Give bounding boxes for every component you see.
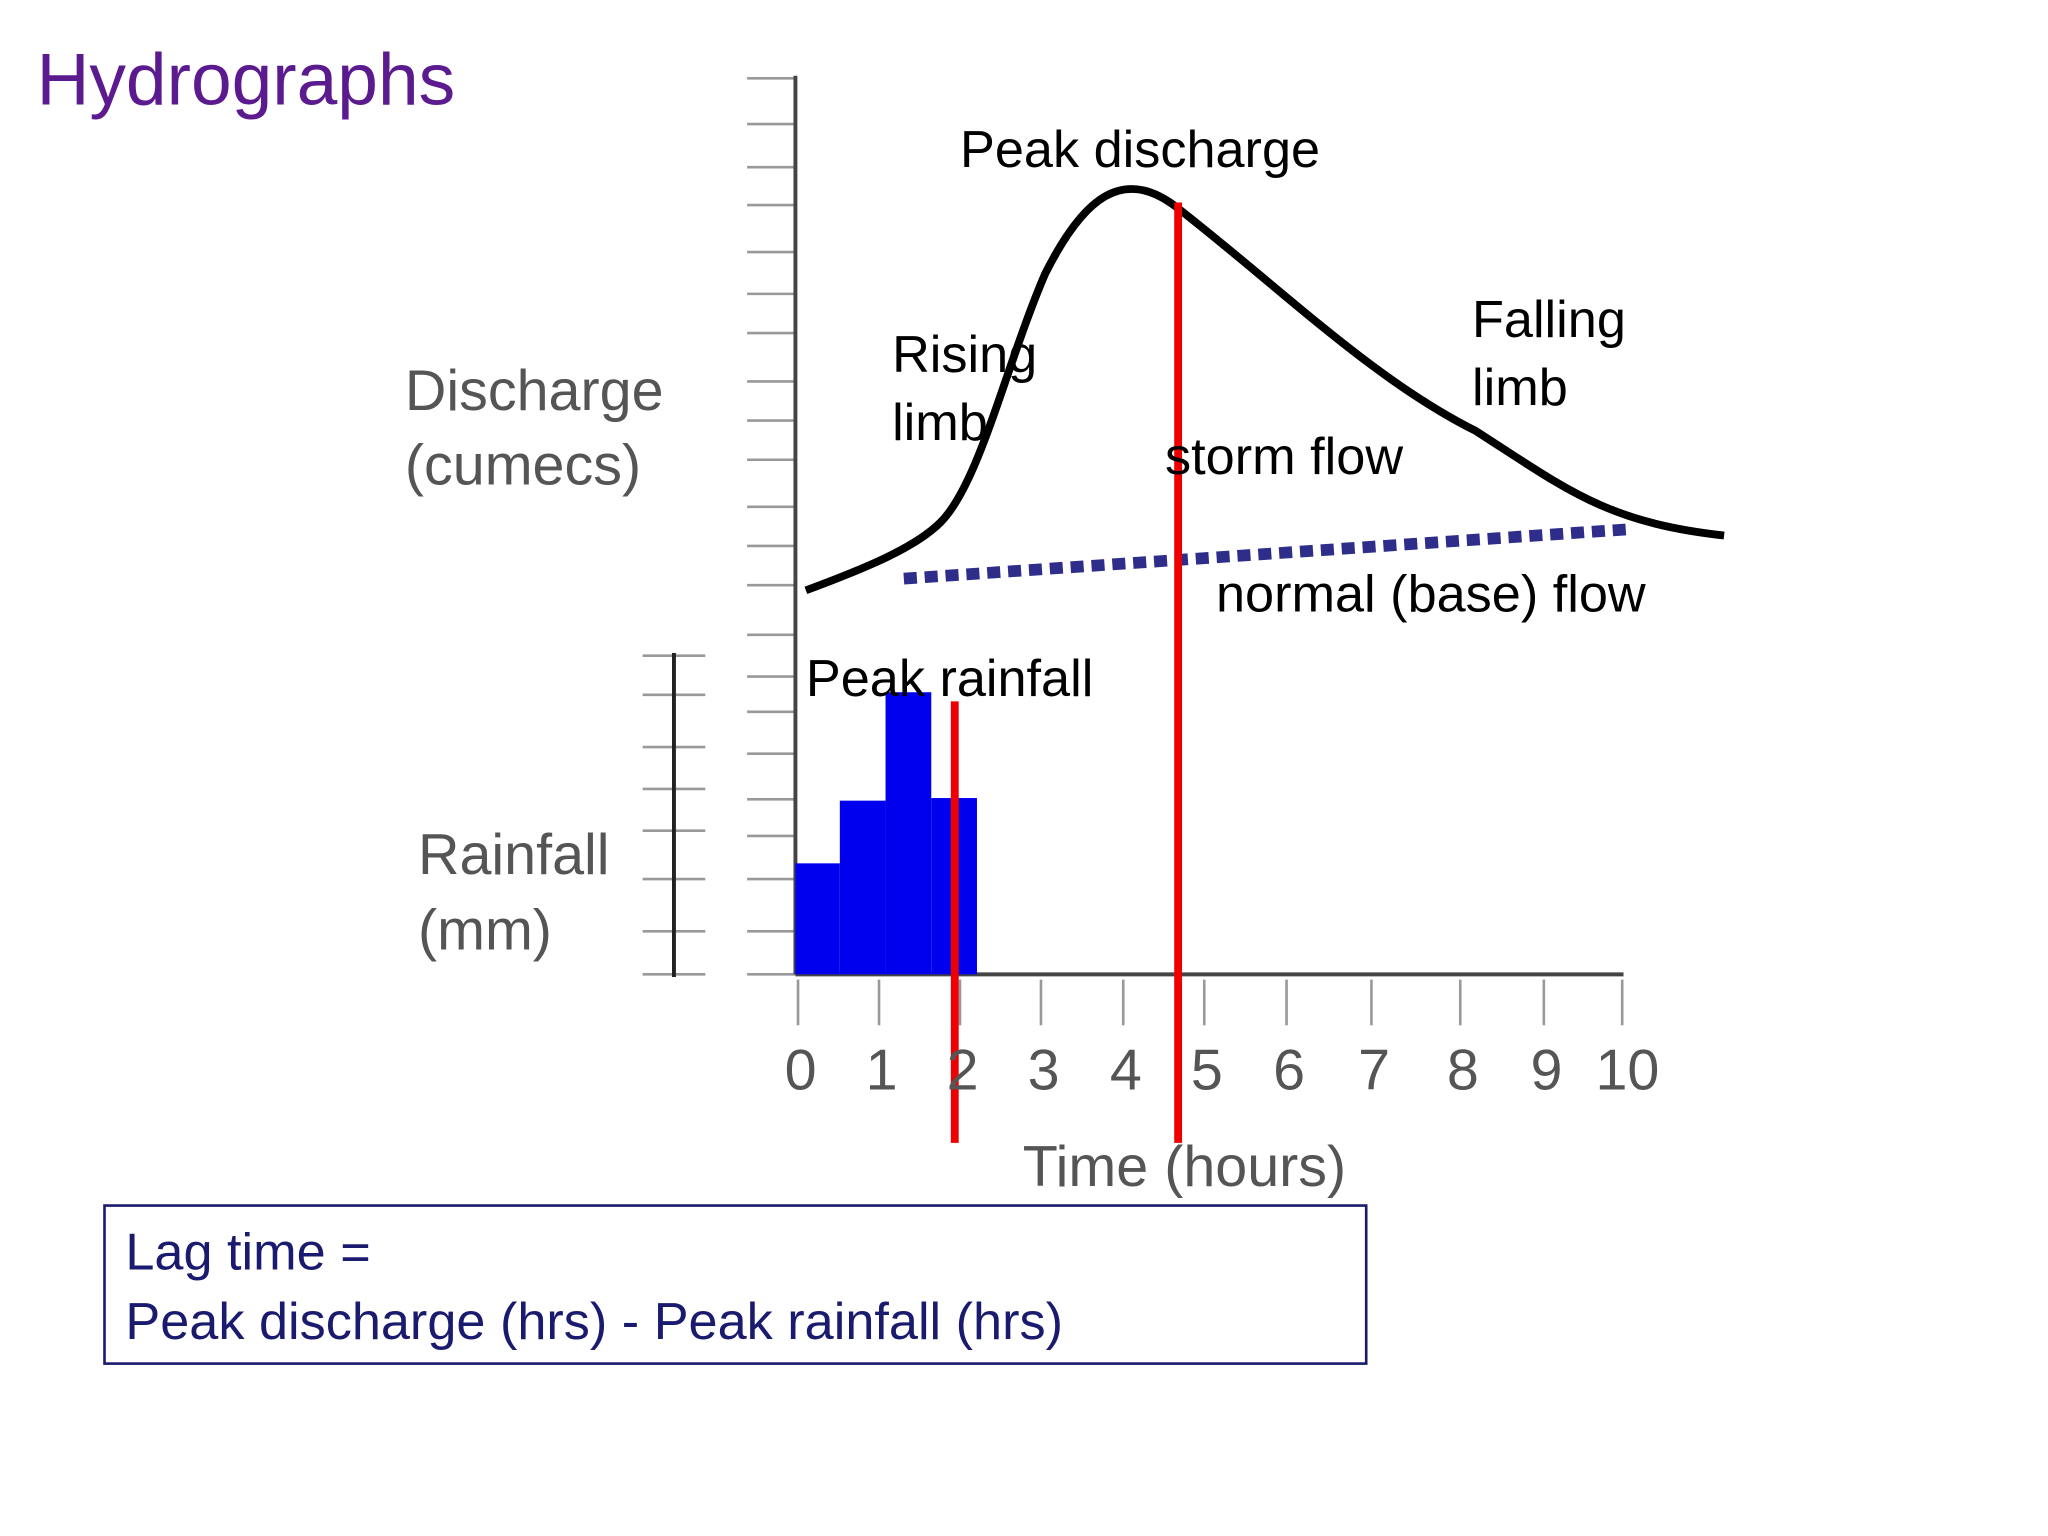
rain-bar (839, 800, 886, 975)
time-tick-label: 6 (1273, 1038, 1305, 1102)
axis-label: (cumecs) (405, 434, 641, 498)
annotation: storm flow (1165, 428, 1403, 486)
time-tick-label: 5 (1191, 1038, 1223, 1102)
time-tick-label: 4 (1110, 1038, 1142, 1102)
title: Hydrographs (37, 39, 456, 120)
time-tick-label: 7 (1358, 1038, 1390, 1102)
annotation: Falling (1472, 291, 1626, 349)
annotation: Peak rainfall (806, 650, 1093, 708)
axis-label: (mm) (418, 899, 552, 963)
time-tick-labels: 0 1 2 3 4 5 6 7 8 9 10 (785, 1038, 1660, 1102)
annotation: Peak discharge (960, 121, 1320, 179)
formula-line: Lag time = (125, 1224, 370, 1282)
base-flow-line (903, 523, 1634, 585)
annotation: normal (base) flow (1216, 565, 1646, 623)
formula-box (103, 1204, 1368, 1365)
annotation: limb (892, 394, 988, 452)
axis-label: Discharge (405, 359, 664, 423)
axis-label: Rainfall (418, 823, 610, 887)
time-tick-label: 2 (947, 1038, 979, 1102)
axis-ticks (642, 77, 1624, 1026)
time-tick-label: 8 (1447, 1038, 1479, 1102)
time-tick-label: 0 (785, 1038, 817, 1102)
annotation: Rising (892, 326, 1037, 384)
axis-label: Time (hours) (1023, 1135, 1346, 1199)
hydrograph-curve (804, 185, 1725, 595)
rain-bar (885, 692, 932, 975)
time-tick-label: 10 (1595, 1038, 1659, 1102)
time-tick-label: 3 (1028, 1038, 1060, 1102)
time-tick-label: 9 (1530, 1038, 1562, 1102)
annotation: limb (1472, 359, 1568, 417)
formula-line: Peak discharge (hrs) - Peak rainfall (hr… (125, 1293, 1063, 1351)
time-tick-label: 1 (866, 1038, 898, 1102)
rain-bar (795, 863, 840, 975)
